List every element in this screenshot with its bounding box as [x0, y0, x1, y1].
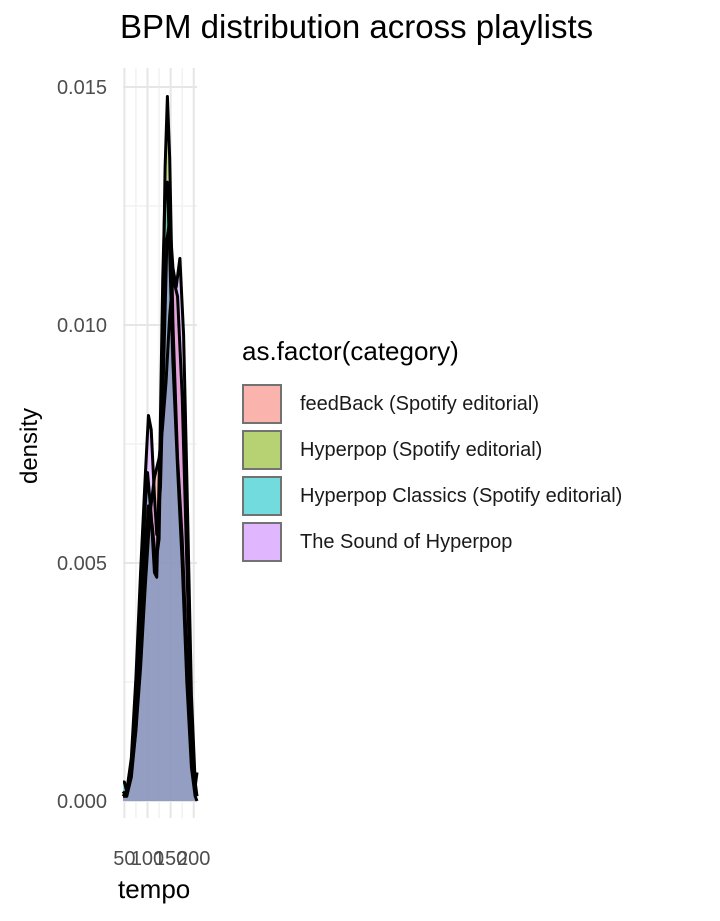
chart-title: BPM distribution across playlists	[120, 8, 594, 45]
x-axis-label: tempo	[118, 874, 191, 904]
legend-label: Hyperpop Classics (Spotify editorial)	[300, 484, 623, 507]
legend-item: feedBack (Spotify editorial)	[242, 381, 622, 427]
legend-item: Hyperpop (Spotify editorial)	[242, 427, 622, 473]
legend-item: Hyperpop Classics (Spotify editorial)	[242, 473, 622, 519]
legend-label: Hyperpop (Spotify editorial)	[300, 438, 543, 461]
y-axis-label: density	[16, 407, 43, 485]
legend-item: The Sound of Hyperpop	[242, 519, 622, 565]
y-tick-label: 0.015	[57, 77, 107, 99]
legend-key-swatch	[242, 476, 282, 516]
density-areas	[121, 95, 199, 802]
density-outline	[121, 218, 199, 798]
legend-key-swatch	[242, 430, 282, 470]
legend-label: The Sound of Hyperpop	[300, 530, 513, 553]
major-gridlines	[123, 68, 197, 818]
legend: as.factor(category) feedBack (Spotify ed…	[242, 336, 622, 565]
x-tick-label: 100	[131, 848, 164, 870]
x-tick-label: 200	[177, 848, 210, 870]
legend-key-swatch	[242, 384, 282, 424]
y-tick-label: 0.010	[57, 315, 107, 337]
y-tick-label: 0.000	[57, 791, 107, 813]
legend-key-swatch	[242, 522, 282, 562]
x-tick-label: 150	[154, 848, 187, 870]
legend-title: as.factor(category)	[242, 336, 459, 366]
legend-label: feedBack (Spotify editorial)	[300, 392, 540, 415]
y-axis-ticks: 0.000 0.005 0.010 0.015	[57, 77, 107, 813]
x-tick-label: 50	[113, 848, 135, 870]
y-tick-label: 0.005	[57, 553, 107, 575]
density-area	[123, 96, 197, 801]
